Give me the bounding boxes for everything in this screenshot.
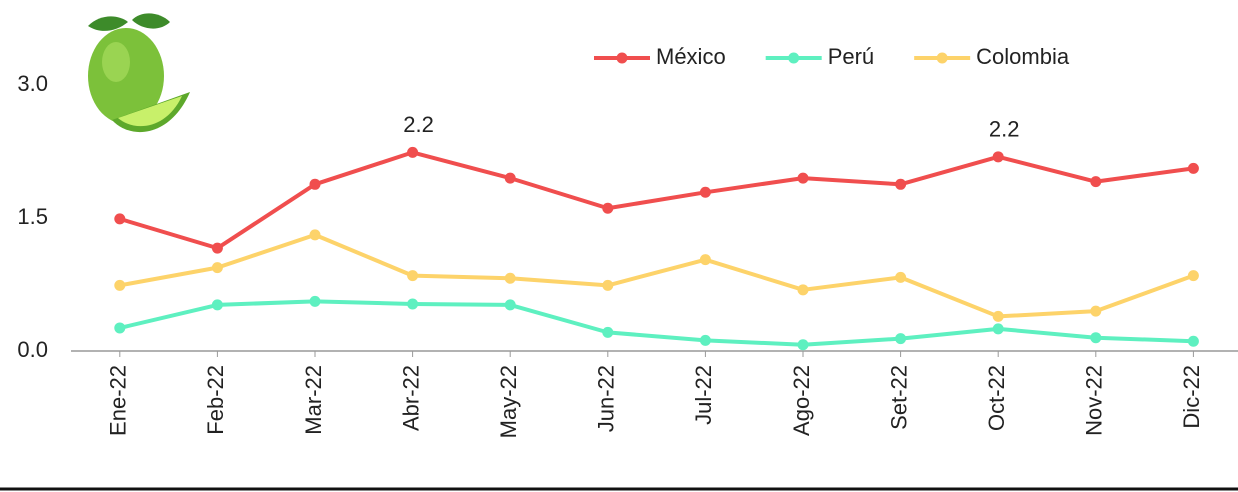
x-tick-label: Ene-22 <box>106 365 131 436</box>
legend-label: Perú <box>828 44 874 69</box>
data-point <box>407 147 418 158</box>
x-tick-label: Dic-22 <box>1179 365 1204 429</box>
legend-marker <box>788 53 799 64</box>
data-point <box>993 151 1004 162</box>
x-tick-label: Set-22 <box>886 365 911 430</box>
data-point <box>114 280 125 291</box>
data-point <box>212 299 223 310</box>
y-tick-label: 3.0 <box>17 71 48 96</box>
data-point <box>505 273 516 284</box>
y-tick-label: 1.5 <box>17 204 48 229</box>
data-point <box>505 299 516 310</box>
x-tick-label: Ago-22 <box>789 365 814 436</box>
data-point <box>1188 270 1199 281</box>
data-point <box>1188 163 1199 174</box>
data-point <box>798 339 809 350</box>
x-tick-label: Jun-22 <box>594 365 619 432</box>
x-tick-label: Jul-22 <box>691 365 716 425</box>
data-point <box>993 323 1004 334</box>
legend-marker <box>937 53 948 64</box>
data-point <box>602 327 613 338</box>
data-point <box>798 284 809 295</box>
y-tick-label: 0.0 <box>17 337 48 362</box>
data-point <box>212 243 223 254</box>
data-point <box>895 179 906 190</box>
data-point <box>212 262 223 273</box>
data-point <box>310 229 321 240</box>
data-point <box>1090 332 1101 343</box>
lime-icon <box>88 13 190 132</box>
legend-label: Colombia <box>976 44 1070 69</box>
data-point <box>310 179 321 190</box>
data-point <box>505 173 516 184</box>
data-point <box>895 272 906 283</box>
data-point <box>798 173 809 184</box>
data-point <box>1188 336 1199 347</box>
data-point <box>895 333 906 344</box>
x-tick-label: Abr-22 <box>398 365 423 431</box>
data-label: 2.2 <box>989 117 1020 142</box>
data-point <box>1090 306 1101 317</box>
data-label: 2.2 <box>403 112 434 137</box>
data-point <box>700 254 711 265</box>
data-point <box>1090 176 1101 187</box>
x-tick-label: Nov-22 <box>1082 365 1107 436</box>
x-tick-label: Mar-22 <box>301 365 326 435</box>
x-tick-label: Oct-22 <box>984 365 1009 431</box>
legend-marker <box>617 53 628 64</box>
x-tick-label: May-22 <box>496 365 521 438</box>
data-point <box>700 335 711 346</box>
series-line <box>120 152 1194 248</box>
data-point <box>993 311 1004 322</box>
chart: 0.0 1.5 3.0 Ene-22 Feb-22 Mar-22 Abr-22 May-22 J… <box>0 0 1238 492</box>
data-point <box>310 296 321 307</box>
data-point <box>407 270 418 281</box>
data-point <box>602 203 613 214</box>
data-point <box>700 187 711 198</box>
data-point <box>602 280 613 291</box>
x-tick-label: Feb-22 <box>203 365 228 435</box>
data-point <box>407 299 418 310</box>
data-point <box>114 213 125 224</box>
legend-label: México <box>656 44 726 69</box>
series-line <box>120 301 1194 344</box>
data-point <box>114 322 125 333</box>
